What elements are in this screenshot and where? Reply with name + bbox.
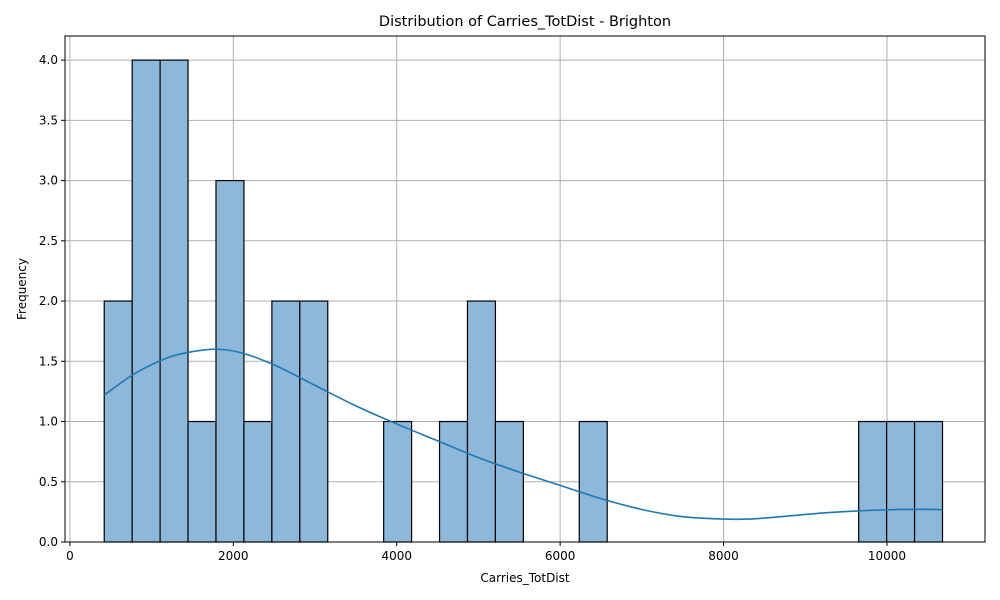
x-tick-label: 2000 [218, 549, 249, 563]
histogram-bar [271, 300, 301, 543]
histogram-bar [858, 420, 888, 543]
x-axis-title: Carries_TotDist [480, 571, 570, 585]
y-axis-ticks: 0.0 0.5 1.0 1.5 2.0 2.5 3.0 3.5 4.0 [39, 53, 65, 549]
plot-frame [64, 35, 986, 543]
x-tick-label: 4000 [381, 549, 412, 563]
histogram-bar [159, 59, 189, 543]
x-tick-label: 10000 [868, 549, 906, 563]
x-axis-ticks: 0 2000 4000 6000 8000 10000 [66, 542, 906, 563]
histogram-bar [131, 59, 161, 543]
y-tick-label: 1.5 [39, 354, 58, 368]
histogram-bar [466, 300, 497, 543]
x-tick-label: 8000 [708, 549, 739, 563]
y-tick-label: 4.0 [39, 53, 58, 67]
histogram-bar [299, 300, 329, 543]
histogram-bars [103, 59, 944, 543]
histogram-bar [215, 179, 245, 543]
histogram-bar [886, 420, 916, 543]
y-tick-label: 3.0 [39, 174, 58, 188]
histogram-bar [438, 420, 469, 543]
y-axis-title: Frequency [15, 258, 29, 320]
y-tick-label: 3.5 [39, 113, 58, 127]
y-tick-label: 2.5 [39, 234, 58, 248]
kde-curve-group [103, 348, 943, 521]
kde-curve [103, 348, 943, 521]
y-tick-label: 0.5 [39, 475, 58, 489]
histogram-bar [494, 420, 524, 543]
chart-title: Distribution of Carries_TotDist - Bright… [379, 14, 671, 30]
histogram-bar [243, 420, 273, 543]
histogram-bar [187, 420, 217, 543]
x-tick-label: 0 [66, 549, 74, 563]
histogram-bar [103, 300, 133, 543]
histogram-bar [383, 420, 413, 543]
y-tick-label: 1.0 [39, 415, 58, 429]
histogram-bar [913, 420, 944, 543]
y-tick-label: 0.0 [39, 535, 58, 549]
x-tick-label: 6000 [545, 549, 576, 563]
y-tick-label: 2.0 [39, 294, 58, 308]
histogram-bar [578, 420, 608, 543]
